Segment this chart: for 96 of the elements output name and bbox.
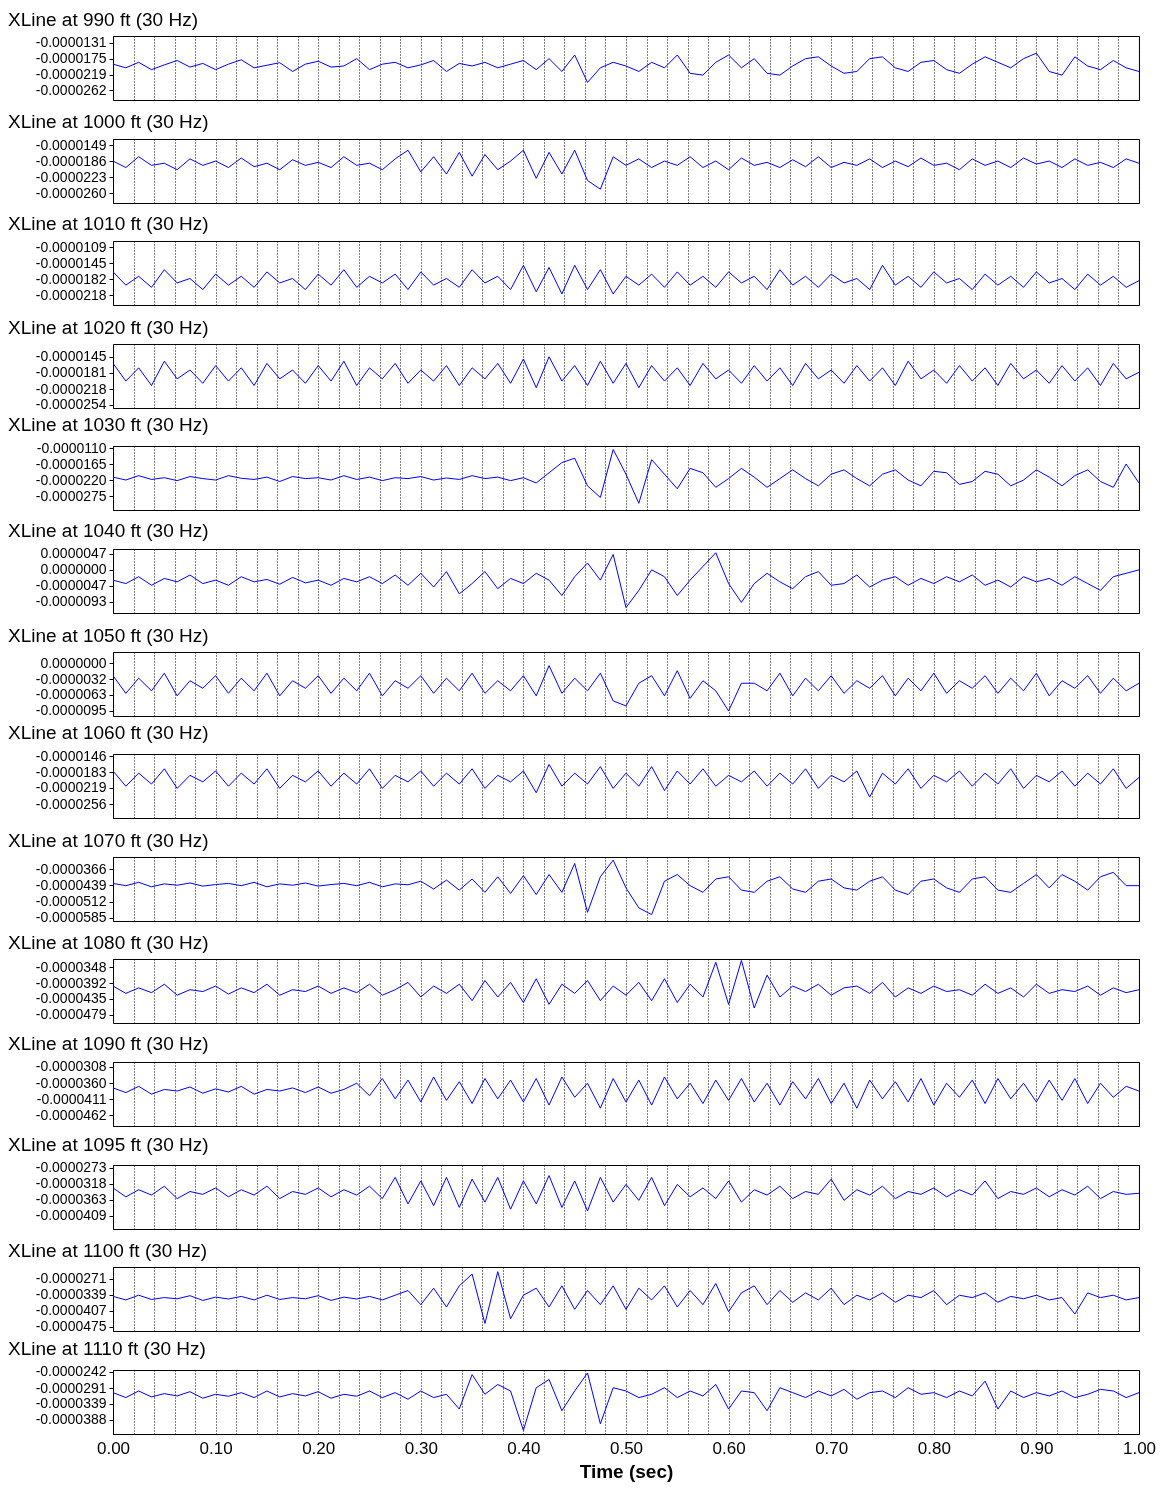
x-tick-label: 0.10: [199, 1438, 233, 1458]
y-tick-label: -0.0000242: [35, 1363, 107, 1380]
line-series: [113, 959, 1139, 1009]
line-series: [113, 1372, 1139, 1431]
y-tick-label: -0.0000318: [35, 1175, 107, 1192]
line-series: [113, 264, 1139, 295]
y-tick-label: -0.0000256: [35, 795, 107, 812]
y-tick-label: -0.0000392: [35, 974, 107, 991]
chart-title: XLine at 1050 ft (30 Hz): [8, 625, 209, 646]
y-tick-label: -0.0000462: [35, 1106, 107, 1123]
y-tick-label: -0.0000165: [35, 455, 107, 472]
y-tick-label: -0.0000220: [35, 471, 107, 488]
y-tick-label: -0.0000348: [35, 958, 107, 975]
y-tick-label: -0.0000479: [35, 1006, 107, 1023]
y-tick-label: -0.0000275: [35, 487, 107, 504]
x-tick-label: 1.00: [1122, 1438, 1157, 1458]
y-tick-label: -0.0000145: [35, 254, 107, 271]
line-series: [113, 1076, 1139, 1109]
y-tick-label: -0.0000291: [35, 1379, 107, 1396]
y-tick-label: -0.0000366: [35, 860, 107, 877]
chart-title: XLine at 1000 ft (30 Hz): [8, 111, 209, 133]
x-tick-label: 0.90: [1020, 1438, 1054, 1458]
chart-title: XLine at 1060 ft (30 Hz): [8, 722, 209, 744]
y-tick-label: -0.0000411: [36, 1090, 107, 1107]
y-tick-label: -0.0000407: [35, 1302, 107, 1319]
chart-title: XLine at 1080 ft (30 Hz): [8, 932, 209, 953]
y-tick-label: -0.0000095: [35, 702, 107, 719]
line-series: [113, 859, 1139, 916]
y-tick-label: -0.0000475: [35, 1318, 107, 1335]
y-tick-label: -0.0000219: [35, 66, 107, 83]
line-series: [113, 52, 1139, 83]
y-tick-label: -0.0000435: [35, 990, 107, 1007]
y-tick-label: -0.0000218: [35, 380, 107, 397]
y-tick-label: -0.0000219: [35, 779, 107, 796]
y-tick-label: -0.0000146: [35, 747, 107, 764]
y-tick-label: -0.0000149: [35, 136, 107, 153]
y-tick-label: -0.0000223: [35, 168, 107, 185]
y-tick-label: -0.0000388: [35, 1411, 107, 1428]
y-tick-label: -0.0000260: [35, 184, 107, 201]
y-tick-label: -0.0000186: [35, 152, 107, 169]
line-series: [113, 763, 1139, 798]
y-tick-label: -0.0000262: [35, 81, 107, 98]
chart-title: XLine at 1070 ft (30 Hz): [8, 830, 209, 851]
y-tick-label: -0.0000109: [35, 238, 107, 255]
y-tick-label: -0.0000308: [35, 1058, 107, 1075]
y-tick-label: -0.0000439: [35, 876, 107, 893]
y-tick-label: -0.0000145: [35, 348, 107, 365]
chart-title: XLine at 1110 ft (30 Hz): [8, 1337, 206, 1359]
y-tick-label: -0.0000047: [35, 577, 107, 594]
line-series: [113, 448, 1139, 504]
y-tick-label: -0.0000093: [35, 593, 107, 610]
y-tick-label: 0.0000047: [40, 545, 107, 562]
y-tick-label: -0.0000360: [35, 1074, 107, 1091]
x-tick-label: 0.60: [712, 1438, 746, 1458]
x-tick-label: 0.00: [96, 1438, 131, 1458]
chart-title: XLine at 1020 ft (30 Hz): [8, 317, 209, 338]
line-series: [113, 552, 1139, 609]
line-series: [113, 665, 1139, 712]
x-tick-label: 0.50: [609, 1438, 644, 1458]
line-series: [113, 356, 1139, 389]
y-tick-label: -0.0000110: [36, 439, 107, 456]
y-tick-label: -0.0000273: [35, 1159, 107, 1176]
y-tick-label: -0.0000254: [35, 396, 107, 413]
y-tick-label: -0.0000512: [35, 893, 107, 910]
y-tick-label: -0.0000218: [35, 286, 107, 303]
x-tick-label: 0.40: [507, 1438, 541, 1458]
line-series: [113, 1271, 1139, 1324]
chart-title: XLine at 1030 ft (30 Hz): [8, 414, 209, 436]
y-tick-label: -0.0000182: [35, 270, 107, 287]
y-tick-label: -0.0000271: [35, 1270, 107, 1287]
y-tick-label: 0.0000000: [40, 654, 107, 671]
x-tick-label: 0.30: [404, 1438, 438, 1458]
x-tick-label: 0.70: [815, 1438, 849, 1458]
x-axis-title: Time (sec): [579, 1460, 674, 1482]
y-tick-label: 0.0000000: [40, 561, 107, 578]
y-tick-label: -0.0000175: [35, 50, 107, 67]
y-tick-label: -0.0000063: [35, 686, 107, 703]
chart-title: XLine at 1100 ft (30 Hz): [8, 1240, 208, 1261]
x-tick-label: 0.20: [302, 1438, 336, 1458]
line-series: [113, 1175, 1139, 1212]
chart-title: XLine at 1040 ft (30 Hz): [8, 519, 209, 541]
y-tick-label: -0.0000339: [35, 1286, 107, 1303]
y-tick-label: -0.0000409: [35, 1207, 107, 1224]
y-tick-label: -0.0000585: [35, 909, 107, 926]
chart-title: XLine at 1095 ft (30 Hz): [8, 1133, 209, 1155]
y-tick-label: -0.0000131: [35, 34, 107, 51]
chart-title: XLine at 1090 ft (30 Hz): [8, 1032, 209, 1054]
line-series: [113, 149, 1139, 190]
chart-title: XLine at 990 ft (30 Hz): [8, 8, 198, 30]
x-tick-label: 0.80: [917, 1438, 951, 1458]
y-tick-label: -0.0000363: [35, 1191, 107, 1208]
y-tick-label: -0.0000032: [35, 670, 107, 687]
y-tick-label: -0.0000181: [35, 364, 107, 381]
y-tick-label: -0.0000339: [35, 1395, 107, 1412]
chart-title: XLine at 1010 ft (30 Hz): [8, 213, 209, 235]
y-tick-label: -0.0000183: [35, 763, 107, 780]
